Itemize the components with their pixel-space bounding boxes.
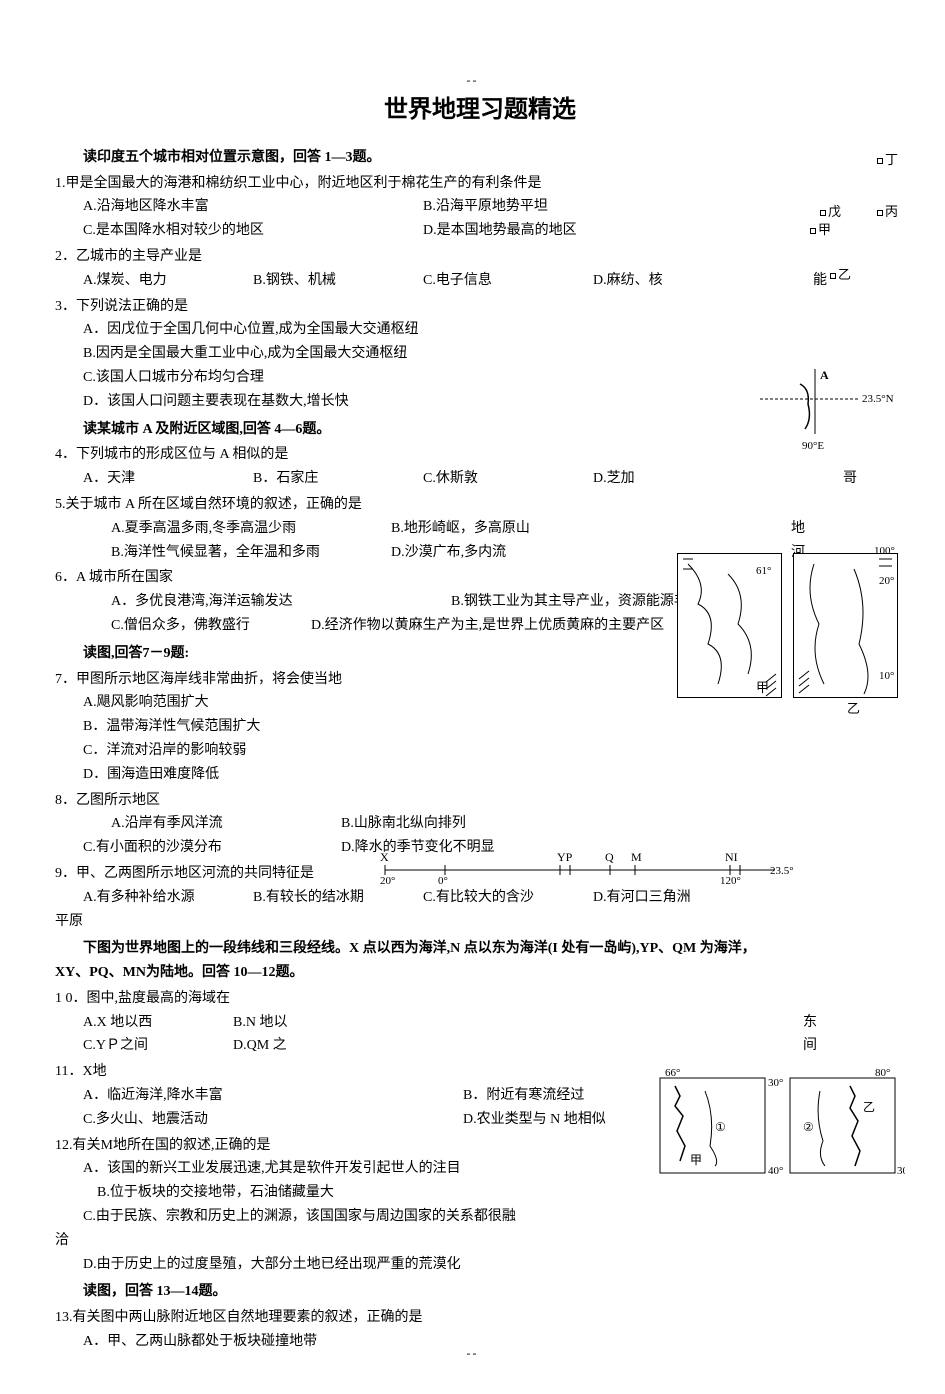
svg-text:Q: Q (605, 850, 614, 864)
q12d: D.由于历史上的过度垦殖，大部分土地已经出现严重的荒漠化 (55, 1253, 905, 1277)
q12c-tail: 洽 (55, 1229, 905, 1253)
svg-text:90°E: 90°E (802, 440, 824, 452)
q12c: C.由于民族、宗教和历史上的渊源，该国国家与周边国家的关系都很融 (55, 1205, 905, 1229)
svg-text:M: M (631, 850, 642, 864)
svg-text:61°: 61° (756, 565, 771, 577)
q10-row2: C.YＰ之间D.QM 之间 (55, 1034, 905, 1058)
q2-text: 2．乙城市的主导产业是 (55, 245, 905, 269)
section-d-heading: 下图为世界地图上的一段纬线和三段经线。X 点以西为海洋,N 点以东为海洋(I 处… (55, 937, 905, 961)
svg-text:X: X (380, 850, 389, 864)
q1-text: 1.甲是全国最大的海港和棉纺织工业中心，附近地区利于棉花生产的有利条件是 (55, 172, 905, 196)
svg-text:120°: 120° (720, 875, 741, 887)
section-e-heading: 读图，回答 13—14题。 (55, 1280, 905, 1304)
content-body: 丁 丙 戊 甲 乙 读印度五个城市相对位置示意图，回答 1—3题。 1.甲是全国… (55, 146, 905, 1354)
svg-text:NI: NI (725, 850, 738, 864)
q3-text: 3．下列说法正确的是 (55, 295, 905, 319)
q9-tail: 平原 (55, 910, 905, 934)
map-city-a: A 23.5°N 90°E (760, 364, 900, 459)
latitude-line-figure: X YP Q M NI 20° 0° 120° 23.5° (375, 848, 805, 888)
dash-bottom: -- (467, 1343, 479, 1363)
svg-text:30°: 30° (768, 1077, 783, 1089)
q9-options: A.有多种补给水源B.有较长的结冰期C.有比较大的含沙D.有河口三角洲 (55, 886, 905, 910)
q1-options-2: C.是本国降水相对较少的地区D.是本国地势最高的地区 (55, 219, 905, 243)
section-d-heading2: XY、PQ、MN为陆地。回答 10—12题。 (55, 961, 905, 985)
svg-text:10°: 10° (879, 670, 894, 682)
q10-text: 1 0．图中,盐度最高的海域在 (55, 987, 905, 1011)
svg-text:80°: 80° (875, 1067, 890, 1079)
svg-text:20°: 20° (879, 575, 894, 587)
svg-text:23.5°N: 23.5°N (862, 393, 894, 405)
q4-options: A．天津B．石家庄C.休斯敦D.芝加哥 (55, 467, 905, 491)
q2-options: A.煤炭、电力B.钢铁、机械C.电子信息D.麻纺、核能 (55, 269, 905, 293)
q7-text: 7．甲图所示地区海岸线非常曲折，将会使当地 (55, 668, 645, 692)
q3b: B.因丙是全国最大重工业中心,成为全国最大交通枢纽 (55, 342, 905, 366)
q7d: D．围海造田难度降低 (55, 763, 905, 787)
q8-text: 8．乙图所示地区 (55, 789, 905, 813)
q3a: A．因戊位于全国几何中心位置,成为全国最大交通枢纽 (55, 318, 905, 342)
section-a-heading: 读印度五个城市相对位置示意图，回答 1—3题。 (55, 146, 905, 170)
q5-row1: A.夏季高温多雨,冬季高温少雨B.地形崎岖，多高原山地 (55, 517, 905, 541)
svg-text:20°: 20° (380, 875, 395, 887)
q5-text: 5.关于城市 A 所在区域自然环境的叙述，正确的是 (55, 493, 905, 517)
q1-options: A.沿海地区降水丰富B.沿海平原地势平坦 (55, 195, 905, 219)
svg-text:①: ① (715, 1120, 726, 1134)
svg-text:30°: 30° (897, 1165, 905, 1177)
svg-text:YP: YP (557, 850, 573, 864)
dash-top: -- (467, 70, 479, 90)
map-two-regions: 61° 甲 100° 20° 10° 乙 (670, 553, 905, 728)
svg-text:A: A (820, 368, 829, 382)
svg-text:②: ② (803, 1120, 814, 1134)
q7c: C．洋流对沿岸的影响较弱 (55, 739, 905, 763)
svg-text:乙: 乙 (863, 1100, 875, 1114)
map-mountains: 66° 80° 30° 40° 30° 甲 ① 乙 ② (655, 1066, 905, 1186)
q13-text: 13.有关图中两山脉附近地区自然地理要素的叙述，正确的是 (55, 1306, 905, 1330)
svg-text:甲: 甲 (756, 680, 769, 695)
page-title: 世界地理习题精选 (55, 90, 905, 131)
svg-text:0°: 0° (438, 875, 448, 887)
q13a: A．甲、乙两山脉都处于板块碰撞地带 (55, 1330, 905, 1354)
svg-text:甲: 甲 (690, 1153, 702, 1167)
q10-row1: A.X 地以西B.N 地以东 (55, 1011, 905, 1035)
svg-text:66°: 66° (665, 1067, 680, 1079)
svg-text:40°: 40° (768, 1165, 783, 1177)
svg-text:23.5°: 23.5° (770, 865, 794, 877)
q8-row1: A.沿岸有季风洋流B.山脉南北纵向排列 (55, 812, 905, 836)
map-india-cities: 丁 丙 戊 甲 乙 (785, 149, 900, 334)
